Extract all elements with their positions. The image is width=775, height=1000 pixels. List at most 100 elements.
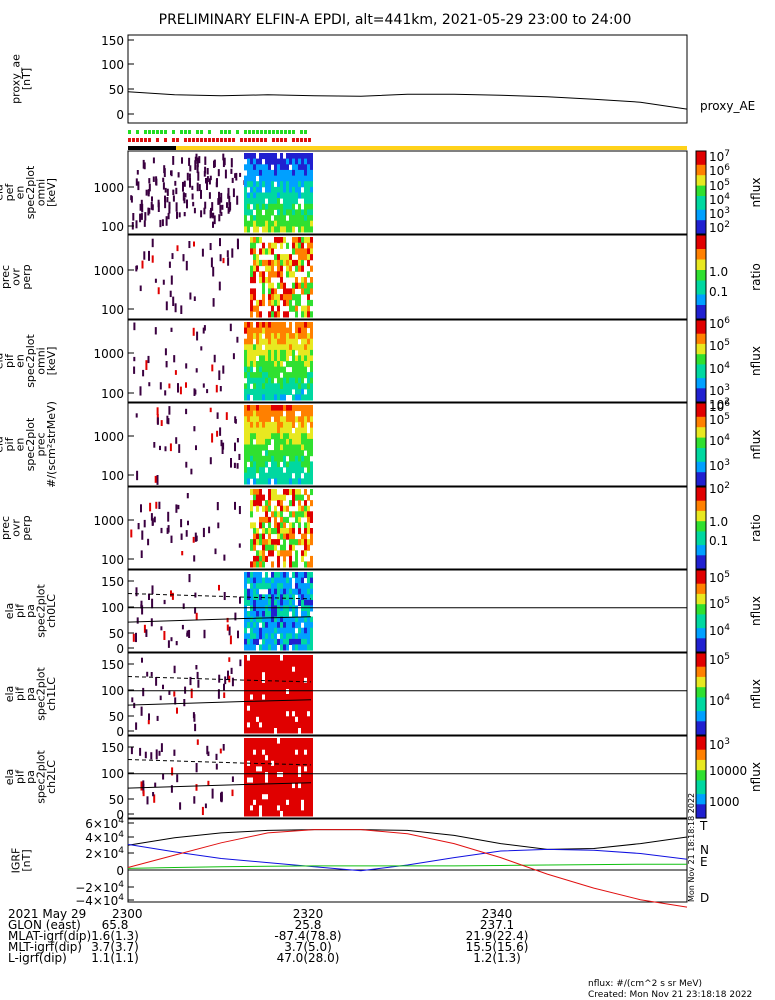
spec-pixel [265, 644, 268, 651]
spec-pixel [286, 242, 289, 249]
spec-pixel [181, 157, 183, 164]
coverage-tick-red [296, 138, 299, 142]
colorbar-segment [696, 676, 706, 681]
spec-pixel [274, 416, 277, 423]
coverage-tick-green [288, 130, 291, 134]
colorbar-label: nflux [749, 430, 763, 460]
spec-pixel [310, 467, 313, 474]
spec-pixel [280, 433, 283, 440]
spec-pixel [274, 355, 277, 362]
spec-pixel [289, 743, 292, 750]
spec-pixel [250, 616, 253, 623]
spec-pixel [247, 478, 250, 485]
spec-pixel [212, 298, 215, 307]
colorbar-segment [696, 343, 706, 348]
coverage-tick-green [264, 130, 267, 134]
spec-pixel [205, 178, 207, 184]
anti-loss-cone-line [127, 676, 312, 683]
spec-pixel [280, 271, 283, 278]
spec-pixel [274, 633, 277, 640]
spec-pixel [277, 500, 280, 507]
spec-pixel [289, 627, 292, 634]
spec-pixel [292, 788, 295, 795]
spec-pixel [265, 215, 268, 222]
spec-pixel [304, 237, 307, 244]
spec-pixel [298, 254, 301, 261]
spec-pixel [307, 505, 310, 512]
spec-pixel [274, 616, 277, 623]
spec-pixel [310, 760, 313, 767]
spec-pixel [256, 810, 259, 817]
spec-pixel [274, 220, 277, 227]
spec-pixel [292, 561, 295, 568]
spec-pixel [268, 455, 271, 462]
spec-pixel [295, 237, 298, 244]
spec-pixel [289, 782, 292, 789]
spec-pixel [192, 201, 195, 207]
spec-pixel [150, 672, 153, 677]
coverage-tick-red [276, 138, 279, 142]
spec-pixel [280, 721, 283, 728]
spec-pixel [204, 201, 207, 209]
spec-pixel [268, 175, 271, 182]
spec-pixel [250, 771, 253, 778]
spec-pixel [298, 804, 301, 811]
spec-pixel [304, 611, 307, 618]
spec-pixel [304, 372, 307, 379]
spec-pixel [304, 277, 307, 284]
spec-pixel [277, 533, 280, 540]
spec-pixel [259, 489, 262, 496]
spec-pixel [265, 710, 268, 717]
spec-pixel [289, 416, 292, 423]
spec-pixel [310, 782, 313, 789]
spec-pixel [277, 416, 280, 423]
colorbar-tick-label: 104 [709, 192, 730, 207]
spec-pixel [139, 285, 142, 292]
spec-pixel [268, 169, 271, 176]
spec-pixel [253, 277, 256, 284]
spec-pixel [274, 294, 277, 301]
spec-pixel [256, 388, 259, 395]
spec-pixel [298, 237, 301, 244]
coverage-bar-black [128, 146, 176, 150]
spec-pixel [310, 627, 313, 634]
spec-pixel [271, 572, 274, 579]
spec-pixel [310, 533, 313, 540]
spec-pixel [262, 727, 265, 734]
spec-pixel [244, 671, 247, 678]
spec-pixel [280, 478, 283, 485]
coverage-tick-green [224, 130, 227, 134]
spec-pixel [244, 743, 247, 750]
spec-pixel [163, 599, 166, 605]
spec-pixel [247, 771, 250, 778]
anti-loss-cone-line [127, 759, 312, 766]
spec-pixel [286, 153, 289, 160]
spec-pixel [289, 427, 292, 434]
spec-pixel [277, 522, 280, 529]
spec-pixel [204, 156, 207, 165]
spec-pixel [165, 361, 168, 368]
spec-pixel [268, 271, 271, 278]
spec-pixel [304, 153, 307, 160]
spec-pixel [304, 699, 307, 706]
spec-pixel [253, 349, 256, 356]
spec-pixel [298, 666, 301, 673]
y-tick-label: 4×104 [85, 830, 124, 845]
spec-pixel [228, 195, 231, 206]
spec-pixel [280, 361, 283, 368]
spec-pixel [295, 209, 298, 216]
spec-pixel [259, 472, 262, 479]
spec-pixel [283, 259, 286, 267]
spec-pixel [310, 361, 313, 368]
spec-pixel [292, 153, 295, 160]
spec-pixel [268, 394, 271, 401]
spec-pixel [274, 599, 277, 606]
coverage-tick-green [160, 130, 163, 134]
spec-pixel [274, 749, 277, 756]
coverage-tick-green [256, 130, 259, 134]
spec-pixel [298, 248, 301, 255]
spec-pixel [301, 694, 304, 701]
colorbar-segment [696, 427, 706, 432]
spec-pixel [268, 616, 271, 623]
